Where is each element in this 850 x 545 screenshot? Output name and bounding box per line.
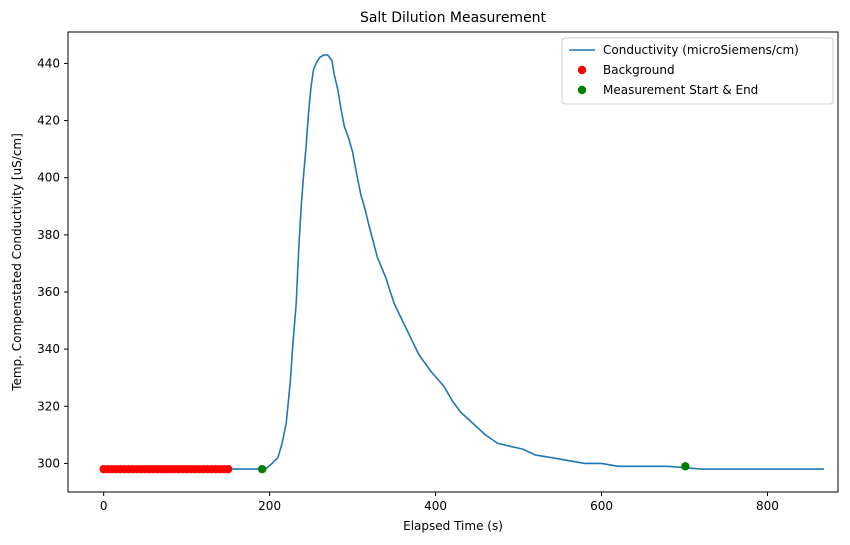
y-tick-label: 400: [37, 171, 60, 185]
legend-box: [561, 37, 834, 105]
x-tick-label: 600: [590, 499, 613, 513]
measurement-point: [681, 462, 690, 471]
y-tick-label: 340: [37, 342, 60, 356]
chart-title: Salt Dilution Measurement: [360, 10, 547, 26]
x-tick-label: 0: [100, 499, 108, 513]
y-axis: 300 320 340 360 380 400 420 440: [37, 56, 68, 470]
y-tick-label: 300: [37, 456, 60, 470]
x-axis-label: Elapsed Time (s): [403, 519, 503, 533]
legend-label: Conductivity (microSiemens/cm): [603, 43, 799, 57]
legend: Conductivity (microSiemens/cm) Background…: [561, 37, 834, 105]
plot-frame: [67, 31, 839, 493]
x-tick-label: 800: [756, 499, 779, 513]
x-tick-label: 200: [258, 499, 281, 513]
y-tick-label: 440: [37, 56, 60, 70]
y-tick-label: 420: [37, 114, 60, 128]
x-axis: 0 200 400 600 800: [100, 492, 779, 513]
series-line-conductivity: [103, 54, 824, 470]
plot-area: [99, 54, 824, 474]
y-axis-label: Temp. Compenstated Conductivity [uS/cm]: [10, 133, 24, 392]
legend-point-marker: [577, 65, 587, 75]
x-tick-label: 400: [424, 499, 447, 513]
y-tick-label: 320: [37, 399, 60, 413]
y-tick-label: 360: [37, 285, 60, 299]
measurement-point: [257, 464, 267, 474]
legend-label: Measurement Start & End: [603, 83, 758, 97]
legend-label: Background: [603, 63, 675, 77]
legend-point-marker: [577, 85, 587, 95]
y-tick-label: 380: [37, 228, 60, 242]
background-point: [223, 464, 233, 474]
